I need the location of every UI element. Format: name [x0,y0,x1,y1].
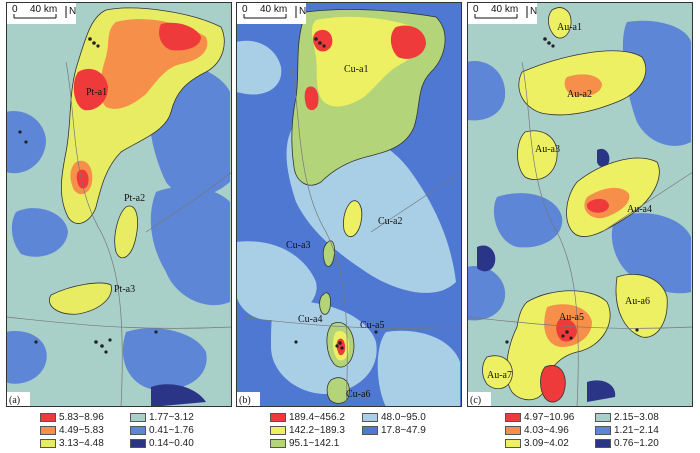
legend-swatch [505,438,521,448]
map-panel-b: 0 40 km N Cu-a1 Cu-a2 Cu-a3 Cu-a4 Cu-a5 … [236,2,462,407]
panel-letter-c: (c) [470,395,481,406]
anomaly-label-au-a4: Au-a4 [627,204,652,215]
deposit-points [294,37,378,350]
deposit-points [18,37,158,354]
legend-swatch [270,438,286,448]
deposit-points [505,37,639,344]
legend-label: 2.15~3.08 [614,412,659,423]
anomaly-label-cu-a6: Cu-a6 [346,389,370,400]
legend-label: 3.13~4.48 [59,438,104,449]
scale-zero-label: 0 [242,4,248,15]
fault-lines [467,61,693,407]
anomaly-label-cu-a2: Cu-a2 [378,216,402,227]
legend-swatch [130,425,146,435]
anomaly-label-pt-a2: Pt-a2 [124,193,145,204]
scale-distance-label: 40 km [260,4,287,15]
panel-letter-b: (b) [239,395,251,406]
legend-item: 48.0~95.0 [362,412,426,424]
legend-label: 0.14~0.40 [149,438,194,449]
anomaly-label-cu-a4: Cu-a4 [298,314,322,325]
legend-swatch [595,412,611,422]
anomaly-label-au-a2: Au-a2 [567,89,592,100]
legend-item: 4.03~4.96 [505,425,569,437]
anomaly-label-au-a5: Au-a5 [559,312,584,323]
fault-lines [236,61,462,407]
legend-label: 3.09~4.02 [524,438,569,449]
legend-swatch [130,412,146,422]
legend-label: 0.76~1.20 [614,438,659,449]
map-c-svg: 0 40 km N Au-a1 Au-a2 Au-a3 Au-a4 Au-a5 … [467,2,693,407]
legend-swatch [505,425,521,435]
low-zones [467,20,691,402]
legend-item: 189.4~456.2 [270,412,345,424]
legend-label: 4.97~10.96 [524,412,575,423]
legend-item: 2.15~3.08 [595,412,659,424]
legend-item: 5.83~8.96 [40,412,104,424]
north-arrow-label: N [299,6,306,17]
fault-lines [6,61,232,407]
north-arrow-label: N [530,6,537,17]
legend-swatch [40,412,56,422]
legend-label: 17.8~47.9 [381,425,426,436]
high-anomaly-zones [482,7,668,403]
legend-label: 48.0~95.0 [381,412,426,423]
legend-label: 142.2~189.3 [289,425,345,436]
legend-item: 3.09~4.02 [505,438,569,450]
legend-swatch [505,412,521,422]
panel-letter-a: (a) [9,395,20,406]
legend-swatch [362,425,378,435]
legend-swatch [40,425,56,435]
legend-swatch [130,438,146,448]
legend-item: 17.8~47.9 [362,425,426,437]
legend-label: 95.1~142.1 [289,438,340,449]
anomaly-label-cu-a3: Cu-a3 [286,240,310,251]
anomaly-label-pt-a1: Pt-a1 [86,87,107,98]
legend-label: 4.49~5.83 [59,425,104,436]
anomaly-label-pt-a3: Pt-a3 [114,284,135,295]
legend-item: 142.2~189.3 [270,425,345,437]
legend-swatch [270,412,286,422]
legend-label: 0.41~1.76 [149,425,194,436]
legend-label: 1.77~3.12 [149,412,194,423]
legend-swatch [270,425,286,435]
map-panel-a: 0 40 km N Pt-a1 Pt-a2 Pt-a3 (a) [6,2,232,407]
anomaly-label-cu-a1: Cu-a1 [344,64,368,75]
legend-item: 0.14~0.40 [130,438,194,450]
scale-zero-label: 0 [12,4,18,15]
anomaly-label-au-a6: Au-a6 [625,296,650,307]
high-anomaly-zones [49,7,225,315]
legend-item: 3.13~4.48 [40,438,104,450]
scale-distance-label: 40 km [30,4,57,15]
legend-item: 4.97~10.96 [505,412,574,424]
legend-swatch [595,425,611,435]
legend-label: 4.03~4.96 [524,425,569,436]
map-panel-c: 0 40 km N Au-a1 Au-a2 Au-a3 Au-a4 Au-a5 … [467,2,693,407]
anomaly-label-au-a7: Au-a7 [487,370,512,381]
map-a-svg: 0 40 km N Pt-a1 Pt-a2 Pt-a3 (a) [6,2,232,407]
anomaly-label-au-a3: Au-a3 [535,144,560,155]
scale-bar: 0 40 km N [467,2,537,24]
north-arrow-label: N [69,6,76,17]
low-zones [6,61,230,407]
legend-label: 1.21~2.14 [614,425,659,436]
anomaly-label-au-a1: Au-a1 [557,22,582,33]
scale-bar: 0 40 km N [236,2,306,24]
map-b-svg: 0 40 km N Cu-a1 Cu-a2 Cu-a3 Cu-a4 Cu-a5 … [236,2,462,407]
anomaly-label-cu-a5: Cu-a5 [360,320,384,331]
scale-distance-label: 40 km [491,4,518,15]
legend-label: 5.83~8.96 [59,412,104,423]
legend-item: 95.1~142.1 [270,438,339,450]
legend-item: 1.21~2.14 [595,425,659,437]
legend-item: 0.76~1.20 [595,438,659,450]
legend-swatch [595,438,611,448]
legend-item: 4.49~5.83 [40,425,104,437]
legend-swatch [362,412,378,422]
legend-swatch [40,438,56,448]
high-anomaly-zones [291,9,446,404]
scale-zero-label: 0 [473,4,479,15]
legend-item: 1.77~3.12 [130,412,194,424]
legend-label: 189.4~456.2 [289,412,345,423]
scale-bar: 0 40 km N [6,2,76,24]
legend-item: 0.41~1.76 [130,425,194,437]
